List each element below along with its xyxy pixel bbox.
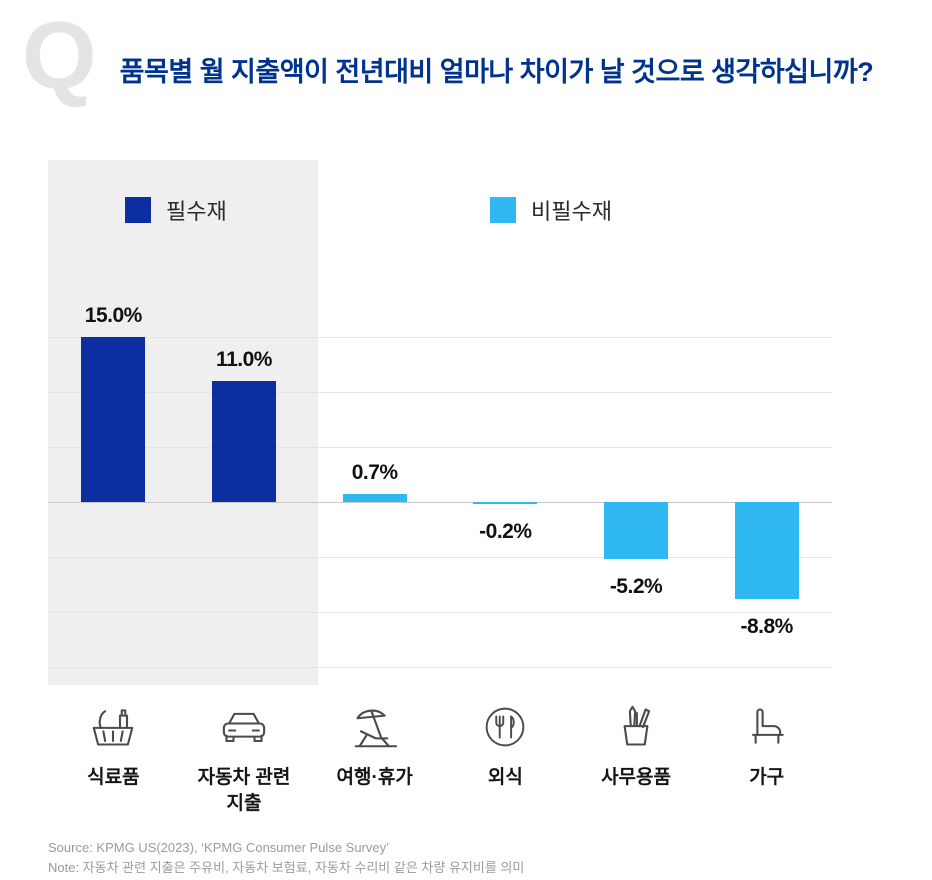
grocery-basket-icon (93, 709, 134, 746)
bar-value-label: -5.2% (609, 575, 663, 599)
bar-value-label: -0.2% (479, 520, 532, 544)
bar-여행·휴가 (342, 494, 407, 502)
source-text: Source: KPMG US(2023), ‘KPMG Consumer Pu… (48, 840, 390, 856)
bar-식료품 (81, 337, 146, 502)
category-office-supplies: 사무용품 (571, 699, 702, 816)
office-supplies-icon (623, 705, 651, 746)
gridline (48, 557, 832, 558)
bar-value-label: 15.0% (84, 304, 143, 327)
category-dining-out: 외식 (440, 699, 571, 816)
legend-item-essentials: 필수재 (125, 194, 227, 226)
bar-외식 (473, 502, 538, 505)
bar-사무용품 (604, 502, 668, 560)
category-travel-vacation: 여행·휴가 (309, 699, 440, 816)
bar-가구 (734, 502, 799, 599)
gridline (48, 667, 832, 668)
category-label: 여행·휴가 (336, 767, 413, 788)
axis-zero-line (48, 502, 832, 503)
legend-item-nonessentials: 비필수재 (490, 194, 612, 226)
bar-chart: 필수재 비필수재 15.0% 11.0% 0.7% -0.2% -5.2% -8.8% (48, 160, 832, 685)
category-label: 가구 (749, 767, 785, 788)
header: Q 품목별 월 지출액이 전년대비 얼마나 차이가 날 것으로 생각하십니까? (0, 0, 932, 118)
category-furniture: 가구 (701, 699, 832, 816)
plot-area: 15.0% 11.0% 0.7% -0.2% -5.2% -8.8% (48, 160, 832, 685)
category-label: 자동차 관련 지출 (197, 767, 291, 814)
bar-value-label: -8.8% (740, 614, 793, 638)
dining-icon (486, 707, 525, 747)
page-title: 품목별 월 지출액이 전년대비 얼마나 차이가 날 것으로 생각하십니까? (119, 57, 874, 87)
nonessentials-swatch-icon (490, 197, 516, 223)
gridline (48, 447, 832, 448)
gridline (48, 612, 832, 613)
category-label: 식료품 (87, 767, 140, 788)
legend-label: 필수재 (166, 199, 227, 224)
legend-label: 비필수재 (531, 199, 612, 224)
note-text: Note: 자동차 관련 지출은 주유비, 자동차 보험료, 자동차 수리비 같… (48, 859, 525, 875)
essentials-swatch-icon (125, 197, 151, 223)
category-label: 사무용품 (601, 767, 671, 788)
category-car-spending: 자동차 관련 지출 (179, 699, 310, 816)
beach-vacation-icon (354, 709, 397, 748)
furniture-icon (751, 708, 784, 744)
category-groceries: 식료품 (48, 699, 179, 816)
car-icon (222, 712, 266, 743)
category-label: 외식 (487, 767, 523, 788)
bar-자동차 관련 지출 (212, 381, 276, 502)
footer: Source: KPMG US(2023), ‘KPMG Consumer Pu… (48, 838, 932, 877)
bar-value-label: 11.0% (216, 348, 272, 371)
category-axis: 식료품 자동차 관련 지출 여행·휴가 외식 (48, 699, 832, 816)
q-mark: Q (22, 2, 97, 109)
bar-value-label: 0.7% (351, 461, 398, 485)
gridline (48, 337, 832, 338)
chart-legend: 필수재 비필수재 (48, 194, 832, 224)
gridline (48, 392, 832, 393)
